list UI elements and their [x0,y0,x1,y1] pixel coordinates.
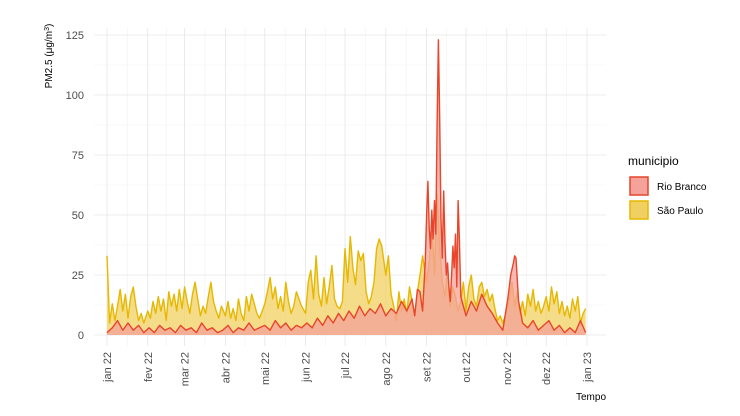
y-tick-label: 25 [72,270,84,282]
x-tick-label: ago 22 [381,352,393,386]
legend-title: municipio [628,154,679,168]
x-tick-label: mai 22 [260,352,272,385]
x-tick-label: set 22 [422,352,434,382]
x-tick-label: mar 22 [180,352,192,386]
y-axis-title-close: ) [44,24,55,27]
y-axis-title-sup: 3 [44,27,51,31]
x-tick-label: jun 22 [301,352,313,383]
y-axis-ticks: 0 25 50 75 100 125 [66,30,84,342]
area-sao-paulo [107,193,586,335]
legend-label-sao-paulo: São Paulo [657,206,704,217]
x-tick-label: dez 22 [541,352,553,385]
x-tick-label: abr 22 [220,352,232,383]
x-tick-label: out 22 [461,352,473,383]
x-axis-title: Tempo [576,392,606,403]
y-tick-label: 75 [72,150,84,162]
x-tick-label: nov 22 [502,352,514,385]
y-tick-label: 125 [66,30,84,42]
y-axis-title-main: PM2.5 (μg/m [44,31,55,88]
y-tick-label: 100 [66,90,84,102]
x-tick-label: jan 22 [102,352,114,383]
legend: municipio Rio Branco São Paulo [628,154,707,220]
x-axis-ticks: jan 22 fev 22 mar 22 abr 22 mai 22 jun 22 jul … [102,352,594,386]
legend-key-rio-branco [629,176,649,196]
legend-label-rio-branco: Rio Branco [657,182,707,193]
line-rio-branco [106,39,587,334]
series-areas [106,39,587,336]
x-tick-label: jul 22 [340,352,352,379]
y-tick-label: 50 [72,210,84,222]
y-tick-label: 0 [78,330,84,342]
legend-key-sao-paulo [629,200,649,220]
y-axis-title: PM2.5 (μg/m3) [44,24,56,89]
x-tick-label: fev 22 [143,352,155,382]
x-tick-label: jan 23 [582,352,594,383]
